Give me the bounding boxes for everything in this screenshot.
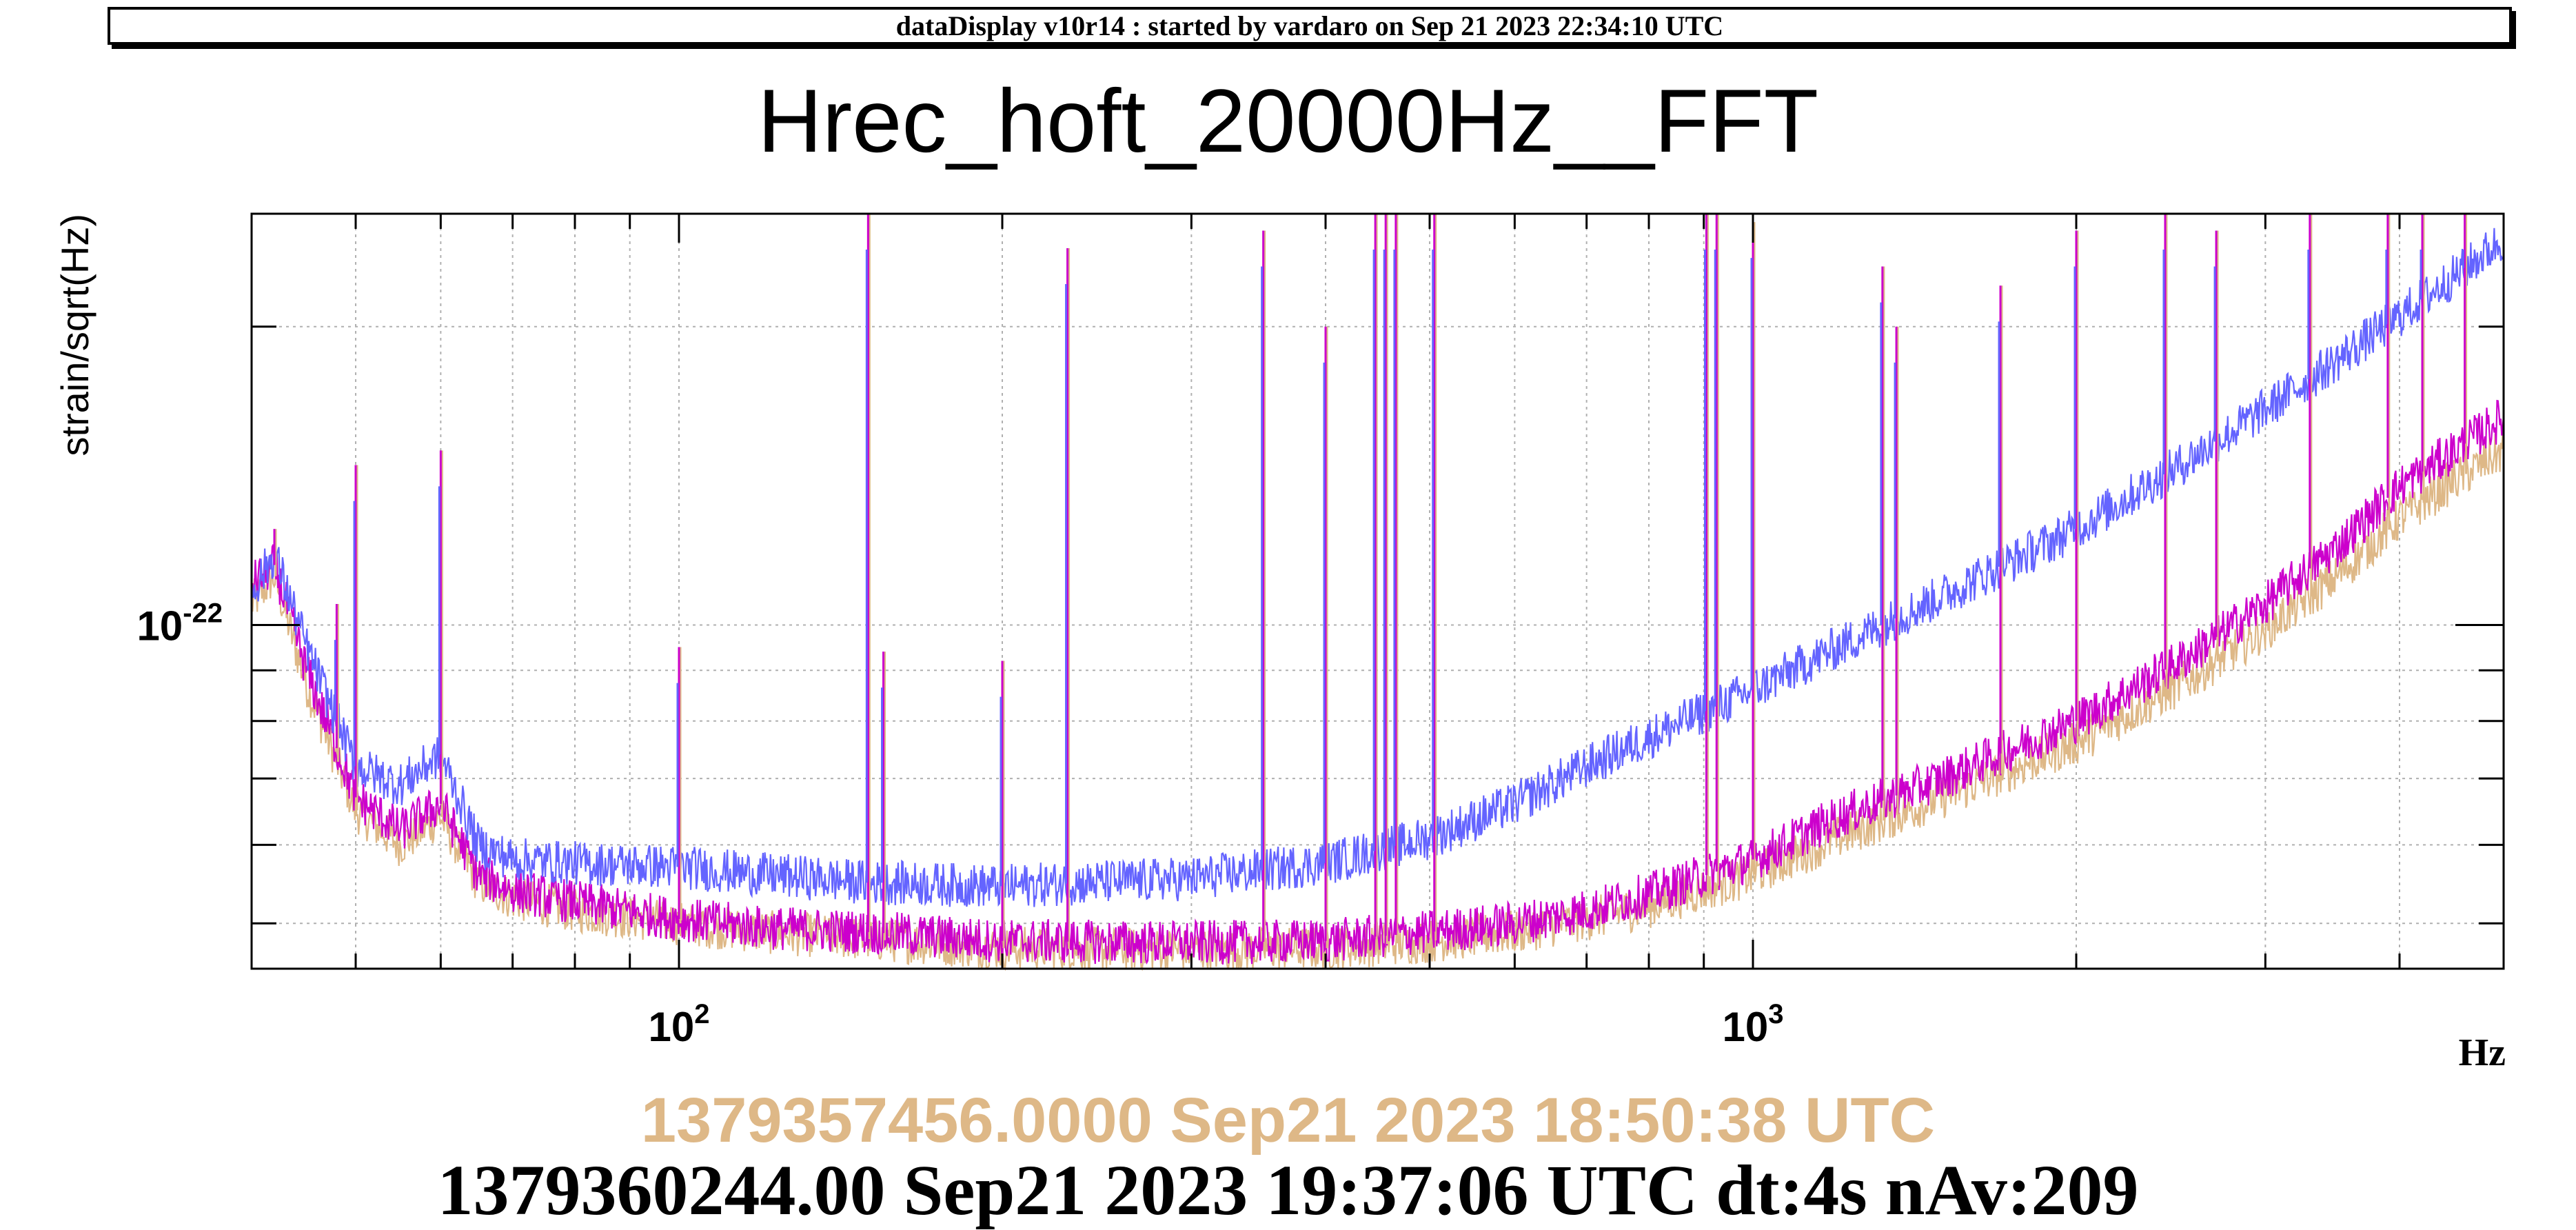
canvas-header: dataDisplay v10r14 : started by vardaro …: [108, 7, 2512, 45]
axis-ticks: 102 103 10-22: [136, 214, 2505, 1050]
spectral-lines-layer: [273, 214, 2468, 949]
reference-timestamp: 1379357456.0000 Sep21 2023 18:50:38 UTC: [640, 1085, 1936, 1156]
plot-frame: [250, 212, 2505, 970]
plot-title: Hrec_hoft_20000Hz__FFT: [757, 70, 1819, 171]
header-text: dataDisplay v10r14 : started by vardaro …: [895, 10, 1724, 41]
x-tick-label: 102: [648, 999, 709, 1050]
y-tick-label: 10-22: [136, 598, 223, 649]
x-axis-label: Hz: [2459, 1031, 2506, 1074]
current-timestamp: 1379360244.00 Sep21 2023 19:37:06 UTC dt…: [437, 1151, 2139, 1230]
y-axis-label: strain/sqrt(Hz): [53, 214, 97, 456]
x-tick-label: 103: [1723, 999, 1784, 1050]
